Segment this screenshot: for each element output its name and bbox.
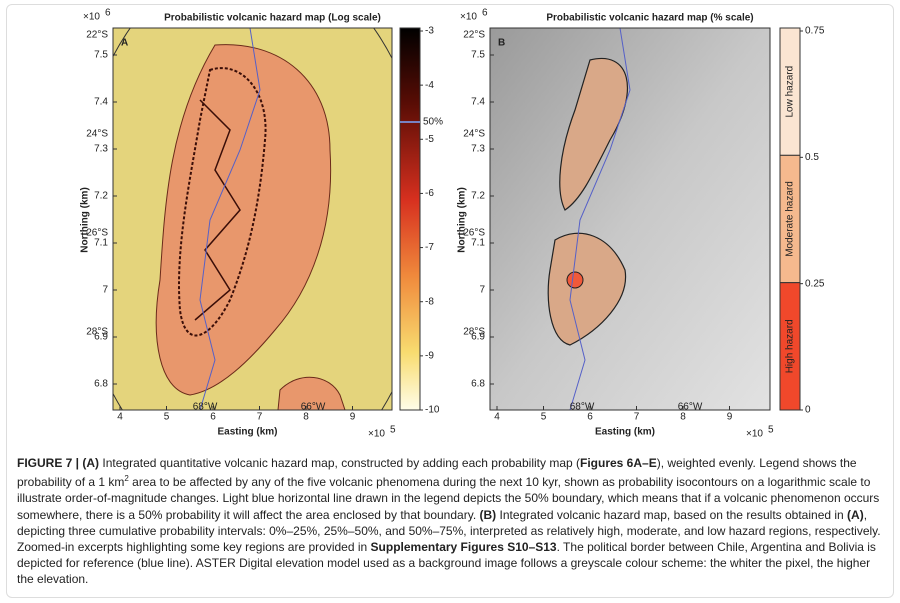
caption-segment: . The political border between Chile, Ar… <box>17 540 876 587</box>
panel-title: Probabilistic volcanic hazard map (Log s… <box>164 13 381 24</box>
caption-segment: Integrated volcanic hazard map, based on… <box>496 507 848 522</box>
x-tick-label: 7 <box>634 412 640 423</box>
x-multiplier-exp: 5 <box>768 425 774 436</box>
colorbar-tick-label: -10 <box>425 405 440 416</box>
colorbar-a <box>399 27 421 411</box>
panel-title: Probabilistic volcanic hazard map (% sca… <box>546 13 753 24</box>
y-tick-label: 7.4 <box>471 97 485 108</box>
map-b-frame <box>489 27 771 411</box>
x-multiplier: ×10 <box>368 429 385 440</box>
x-multiplier-exp: 5 <box>390 425 396 436</box>
lon-label: 68°W <box>193 402 218 413</box>
band-label: Moderate hazard <box>785 181 796 257</box>
y-tick-label: 7 <box>102 285 108 296</box>
y-multiplier: ×10 <box>83 12 100 23</box>
colorbar-tick-label: -6 <box>425 188 434 199</box>
panel-letter: A <box>121 38 128 49</box>
lon-label: 66°W <box>301 402 326 413</box>
y-tick-label: 6.9 <box>94 332 108 343</box>
lat-label: 28°S <box>86 327 108 338</box>
caption-segment: (A) <box>847 507 864 522</box>
colorbar-tick-label: -3 <box>425 26 434 37</box>
x-tick-label: 6 <box>210 412 216 423</box>
colorbar-tick-label: -9 <box>425 350 434 361</box>
y-tick-label: 6.8 <box>94 379 108 390</box>
y-tick-label: 6.9 <box>471 332 485 343</box>
y-multiplier-exp: 6 <box>482 8 488 19</box>
colorbar-tick-label: 0.75 <box>805 26 825 37</box>
y-tick-label: 7.5 <box>94 50 108 61</box>
lat-label: 28°S <box>463 327 485 338</box>
figure-frame <box>6 4 894 598</box>
caption-segment: Figures 6A–E <box>580 456 657 470</box>
x-tick-label: 8 <box>303 412 309 423</box>
lon-label: 66°W <box>678 402 703 413</box>
band-label: High hazard <box>785 319 796 373</box>
y-tick-label: 7.1 <box>94 238 108 249</box>
colorbar-tick-label: -5 <box>425 134 434 145</box>
x-tick-label: 8 <box>680 412 686 423</box>
lat-label: 22°S <box>86 30 108 41</box>
caption-segment: ), weighted evenly. Legend shows the pro… <box>17 456 857 490</box>
panel-letter: B <box>498 38 505 49</box>
caption-segment: Integrated quantitative volcanic hazard … <box>99 456 580 470</box>
x-multiplier: ×10 <box>746 429 763 440</box>
colorbar-tick-label: -4 <box>425 80 434 91</box>
x-tick-label: 5 <box>541 412 547 423</box>
caption-segment: area to be affected by any of the five v… <box>17 475 880 522</box>
caption-segment: (B) <box>479 507 497 522</box>
y-tick-label: 7.2 <box>471 191 485 202</box>
figure: Probabilistic volcanic hazard map (Log s… <box>80 8 825 440</box>
colorbar-tick-label: -7 <box>425 242 434 253</box>
x-axis-label: Easting (km) <box>595 427 655 438</box>
caption-segment: FIGURE 7 | <box>17 456 83 470</box>
map-a-image <box>113 28 392 410</box>
colorbar-tick-label: 0.25 <box>805 278 825 289</box>
y-multiplier-exp: 6 <box>105 8 111 19</box>
y-multiplier: ×10 <box>460 12 477 23</box>
x-tick-label: 6 <box>587 412 593 423</box>
y-tick-label: 6.8 <box>471 379 485 390</box>
y-axis-label: Northing (km) <box>457 187 468 253</box>
y-tick-label: 7.3 <box>94 144 108 155</box>
map-a-frame <box>112 27 393 411</box>
x-tick-label: 5 <box>164 412 170 423</box>
band-label: Low hazard <box>785 66 796 118</box>
y-tick-label: 7.1 <box>471 238 485 249</box>
lat-label: 26°S <box>86 228 108 239</box>
colorbar-tick-label: 0 <box>805 405 811 416</box>
x-tick-label: 7 <box>257 412 263 423</box>
x-tick-label: 9 <box>727 412 733 423</box>
x-tick-label: 9 <box>350 412 356 423</box>
caption-segment: Supplementary Figures S10–S13 <box>370 540 557 555</box>
x-tick-label: 4 <box>117 412 123 423</box>
colorbar-tick-label: -8 <box>425 296 434 307</box>
lat-label: 22°S <box>463 30 485 41</box>
caption-segment: (A) <box>82 456 100 470</box>
colorbar-tick-label: 0.5 <box>805 152 819 163</box>
y-tick-label: 7 <box>479 285 485 296</box>
y-axis-label: Northing (km) <box>80 187 91 253</box>
caption-segment: 2 <box>124 474 129 484</box>
map-b-image <box>490 28 770 410</box>
colorbar-band <box>779 282 801 411</box>
lat-label: 24°S <box>463 129 485 140</box>
lat-label: 24°S <box>86 129 108 140</box>
colorbar-marker-label: 50% <box>423 117 443 128</box>
lat-label: 26°S <box>463 228 485 239</box>
y-tick-label: 7.5 <box>471 50 485 61</box>
x-axis-label: Easting (km) <box>217 427 277 438</box>
lon-label: 68°W <box>570 402 595 413</box>
caption: FIGURE 7 | (A) Integrated quantitative v… <box>17 455 885 588</box>
caption-segment: , depicting three cumulative probability… <box>17 507 881 555</box>
y-tick-label: 7.2 <box>94 191 108 202</box>
x-tick-label: 4 <box>494 412 500 423</box>
y-tick-label: 7.3 <box>471 144 485 155</box>
y-tick-label: 7.4 <box>94 97 108 108</box>
